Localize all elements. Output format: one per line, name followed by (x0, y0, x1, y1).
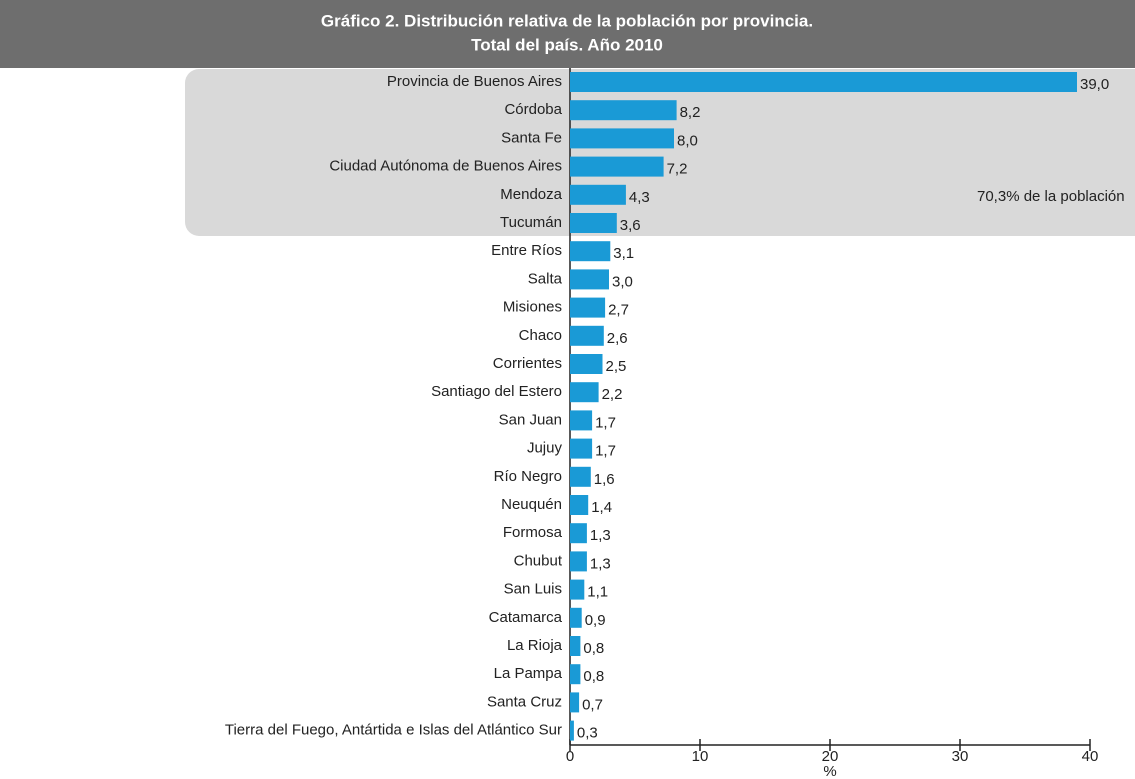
y-tick-label: Jujuy (527, 440, 563, 457)
x-tick-label: 30 (952, 748, 969, 765)
value-label: 0,8 (583, 640, 604, 657)
bar (570, 184, 626, 205)
bar (570, 466, 591, 487)
header-band (0, 0, 1135, 68)
annotation: 70,3% de la población (977, 188, 1125, 205)
value-label: 3,1 (613, 245, 634, 262)
y-tick-label: La Rioja (507, 637, 563, 654)
bar (570, 128, 674, 149)
value-label: 1,1 (587, 584, 608, 601)
y-tick-label: Salta (528, 270, 563, 287)
value-label: 2,5 (606, 358, 627, 375)
bar (570, 636, 581, 656)
y-tick-label: Mendoza (500, 186, 562, 203)
x-tick-label: 0 (566, 748, 574, 765)
x-tick-label: 20 (822, 748, 839, 765)
bar (570, 579, 585, 600)
y-tick-label: Córdoba (504, 101, 562, 118)
value-label: 7,2 (667, 161, 688, 178)
value-label: 1,4 (591, 499, 612, 516)
bar (570, 523, 587, 544)
y-tick-label: Formosa (503, 524, 563, 541)
bar (570, 213, 617, 233)
bar (570, 692, 580, 713)
value-label: 2,7 (608, 302, 629, 319)
y-tick-label: Provincia de Buenos Aires (387, 73, 562, 90)
bar (570, 72, 1077, 92)
y-tick-label: Río Negro (494, 468, 562, 485)
value-label: 2,6 (607, 330, 628, 347)
x-tick-label: 10 (692, 748, 709, 765)
value-label: 3,6 (620, 217, 641, 234)
bar (570, 607, 582, 628)
value-label: 2,2 (602, 386, 623, 403)
y-tick-label: Tierra del Fuego, Antártida e Islas del … (225, 722, 562, 739)
value-label: 1,3 (590, 527, 611, 544)
value-label: 0,3 (577, 725, 598, 742)
highlight-box (185, 69, 1135, 236)
y-tick-label: Ciudad Autónoma de Buenos Aires (329, 158, 562, 175)
bar (570, 354, 603, 374)
y-tick-label: San Juan (499, 411, 562, 428)
value-label: 1,7 (595, 443, 616, 460)
value-label: 0,8 (583, 668, 604, 685)
value-label: 0,9 (585, 612, 606, 629)
value-label: 3,0 (612, 273, 633, 290)
chart-title: Gráfico 2. Distribución relativa de la p… (321, 11, 813, 30)
value-label: 1,6 (594, 471, 615, 488)
bar (570, 269, 609, 290)
bar (570, 100, 677, 121)
y-tick-label: Chaco (519, 327, 562, 344)
bar (570, 438, 593, 459)
y-tick-label: Tucumán (500, 214, 562, 231)
bar (570, 241, 611, 262)
value-label: 8,0 (677, 132, 698, 149)
y-tick-label: San Luis (504, 581, 562, 598)
y-tick-label: Corrientes (493, 355, 562, 372)
value-label: 8,2 (680, 104, 701, 121)
bar (570, 495, 589, 515)
y-tick-label: Entre Ríos (491, 242, 562, 259)
value-label: 4,3 (629, 189, 650, 206)
bar (570, 156, 664, 177)
value-label: 0,7 (582, 696, 603, 713)
y-tick-label: Santiago del Estero (431, 383, 562, 400)
bar (570, 325, 604, 346)
x-tick-label: 40 (1082, 748, 1099, 765)
bar (570, 551, 587, 572)
chart-title: Total del país. Año 2010 (471, 35, 663, 54)
bar (570, 382, 599, 403)
x-axis-label: % (823, 763, 836, 779)
value-label: 1,3 (590, 555, 611, 572)
y-tick-label: Santa Cruz (487, 693, 562, 710)
y-tick-label: Santa Fe (501, 129, 562, 146)
y-tick-label: Neuquén (501, 496, 562, 513)
y-tick-label: Catamarca (489, 609, 563, 626)
value-label: 1,7 (595, 414, 616, 431)
bar (570, 297, 606, 318)
bar (570, 410, 593, 431)
y-tick-label: Misiones (503, 299, 562, 316)
y-tick-label: Chubut (514, 552, 563, 569)
bar (570, 720, 574, 741)
bar (570, 664, 581, 685)
value-label: 39,0 (1080, 76, 1109, 93)
y-tick-label: La Pampa (494, 665, 563, 682)
